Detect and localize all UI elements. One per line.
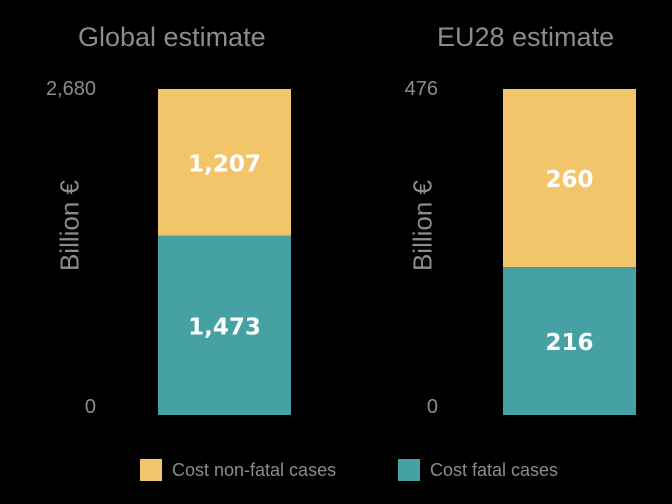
global-chart-title: Global estimate [78,22,266,52]
global-bar-cost-fatal-cases [158,235,291,415]
eu28-bar-label-cost-non-fatal-cases: 260 [545,167,593,193]
legend-swatch-fatal [398,459,420,481]
legend-label-non-fatal: Cost non-fatal cases [172,459,337,480]
eu28-bar-label-cost-fatal-cases: 216 [545,330,593,356]
eu28-bar-cost-fatal-cases [503,267,636,415]
global-bar-label-cost-fatal-cases: 1,473 [188,314,261,340]
global-bar-cost-non-fatal-cases [158,89,291,236]
stacked-bar-plot: 1,473 1,207 216 260 [158,89,636,415]
legend-swatch-non-fatal [140,459,162,481]
legend-item-non-fatal: Cost non-fatal cases [140,456,336,484]
legend-label-fatal: Cost fatal cases [430,459,559,480]
global-y-tick-max: 2,680 [45,78,96,100]
legend: Cost non-fatal cases Cost fatal cases [0,456,672,484]
legend-item-fatal: Cost fatal cases [398,456,558,484]
global-bar-label-cost-non-fatal-cases: 1,207 [188,151,261,177]
eu28-bar-cost-non-fatal-cases [503,89,636,268]
eu28-y-tick-max: 476 [404,78,438,100]
global-y-tick-min: 0 [84,396,96,418]
eu28-chart-title: EU28 estimate [437,22,615,52]
eu28-y-tick-min: 0 [426,396,438,418]
